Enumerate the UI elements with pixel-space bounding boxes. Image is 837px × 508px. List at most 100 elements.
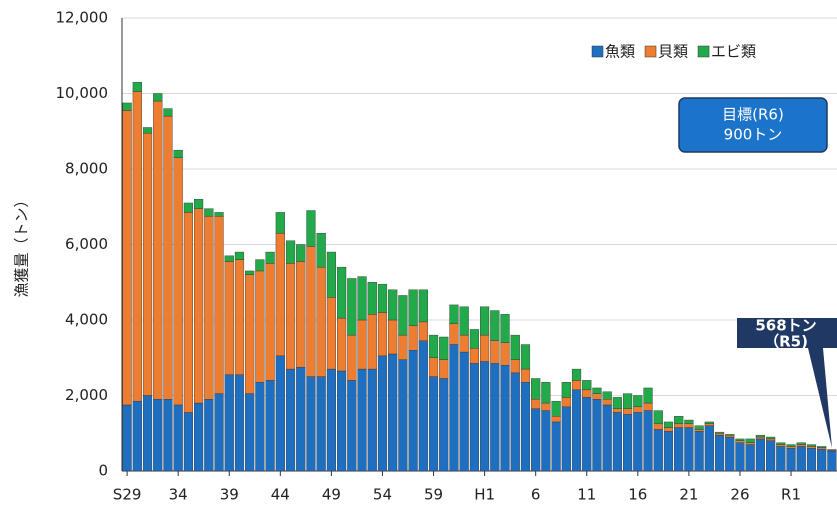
x-tick-label: 34 <box>169 486 188 504</box>
bar-segment <box>367 282 377 315</box>
bar-segment <box>173 157 183 406</box>
x-tick-label: 59 <box>424 486 443 504</box>
bar-segment <box>326 297 336 370</box>
bar-segment <box>418 321 428 341</box>
bar-segment <box>817 446 827 448</box>
bar-segment <box>776 446 786 472</box>
bar-segment <box>551 400 561 417</box>
bar-segment <box>224 374 234 472</box>
y-tick-label: 4,000 <box>65 311 108 329</box>
bar-segment <box>183 412 193 472</box>
bar-segment <box>275 355 285 472</box>
bar-segment <box>602 399 612 406</box>
bar-segment <box>490 340 500 364</box>
bar-segment <box>602 391 612 400</box>
bar-segment <box>786 446 796 449</box>
bar-segment <box>347 334 357 381</box>
bar-segment <box>490 310 500 341</box>
bar-segment <box>408 350 418 472</box>
bar-segment <box>234 374 245 472</box>
bar-segment <box>500 365 510 472</box>
bar-segment <box>173 404 183 472</box>
bar-segment <box>541 382 551 404</box>
bar-segment <box>725 434 735 438</box>
bar-segment <box>326 368 336 472</box>
bar-segment <box>592 399 602 472</box>
bar-segment <box>735 442 745 472</box>
bar-segment <box>561 406 571 472</box>
bar-segment <box>633 412 643 472</box>
bar-segment <box>684 423 694 428</box>
bar-segment <box>704 421 714 425</box>
x-tick-label: 11 <box>577 486 596 504</box>
bar-segment <box>388 353 398 472</box>
bar-segment <box>367 368 377 472</box>
annotation: 目標(R6) <box>722 106 784 124</box>
bar-segment <box>418 289 428 323</box>
bar-segment <box>796 442 806 445</box>
bar-segment <box>214 215 224 394</box>
bar-segment <box>122 110 132 406</box>
bar-segment <box>183 212 193 413</box>
bar-segment <box>510 359 520 374</box>
bar-segment <box>817 447 827 450</box>
bar-segment <box>602 404 612 472</box>
bar-segment <box>653 429 663 472</box>
bar-segment <box>776 442 786 445</box>
callout <box>737 318 837 448</box>
bar-segment <box>367 314 377 370</box>
bar-segment <box>714 434 725 472</box>
bar-segment <box>694 425 704 430</box>
bar-segment <box>449 344 459 472</box>
bar-segment <box>735 440 745 443</box>
bar-segment <box>234 251 245 260</box>
bar-segment <box>255 259 265 272</box>
bar-segment <box>531 378 541 400</box>
bar-segment <box>827 450 837 472</box>
x-tick-label: 21 <box>679 486 698 504</box>
legend-label: エビ類 <box>711 43 756 61</box>
bar-segment <box>653 410 663 425</box>
bar-segment <box>684 427 694 472</box>
legend-swatch <box>644 45 657 58</box>
y-tick-label: 2,000 <box>65 386 108 404</box>
bar-segment <box>745 438 755 443</box>
x-tick-label: 54 <box>373 486 392 504</box>
bar-segment <box>766 436 776 440</box>
bar-segment <box>122 102 132 111</box>
bar-segment <box>357 276 367 321</box>
bar-segment <box>674 427 684 472</box>
bar-segment <box>674 423 684 428</box>
bar-segment <box>255 382 265 472</box>
bar-segment <box>194 198 204 209</box>
bar-segment <box>163 108 173 117</box>
bar-segment <box>204 399 214 472</box>
bar-segment <box>694 431 704 472</box>
bar-segment <box>224 261 234 375</box>
bar-segment <box>142 132 153 396</box>
bar-segment <box>806 446 817 449</box>
x-tick-label: 6 <box>531 486 541 504</box>
bar-segment <box>592 387 602 394</box>
bar-segment <box>755 438 765 472</box>
bar-segment <box>245 270 255 275</box>
bar-segment <box>551 421 561 472</box>
bar-segment <box>469 329 479 349</box>
bar-segment <box>786 448 796 472</box>
bar-segment <box>510 372 520 472</box>
bar-segment <box>245 274 255 394</box>
bar-segment <box>296 244 306 262</box>
bar-segment <box>663 421 674 428</box>
bar-segment <box>623 393 633 409</box>
y-tick-label: 0 <box>98 462 108 480</box>
bar-segment <box>132 400 142 472</box>
bar-segment <box>714 431 725 434</box>
bar-segment <box>388 289 398 321</box>
bar-segment <box>571 380 582 391</box>
bar-segment <box>347 380 357 472</box>
bar-segment <box>163 399 173 472</box>
bar-segment <box>316 232 326 268</box>
legend-label: 貝類 <box>658 43 688 61</box>
bar-segment <box>428 357 439 377</box>
bar-segment <box>316 266 326 377</box>
